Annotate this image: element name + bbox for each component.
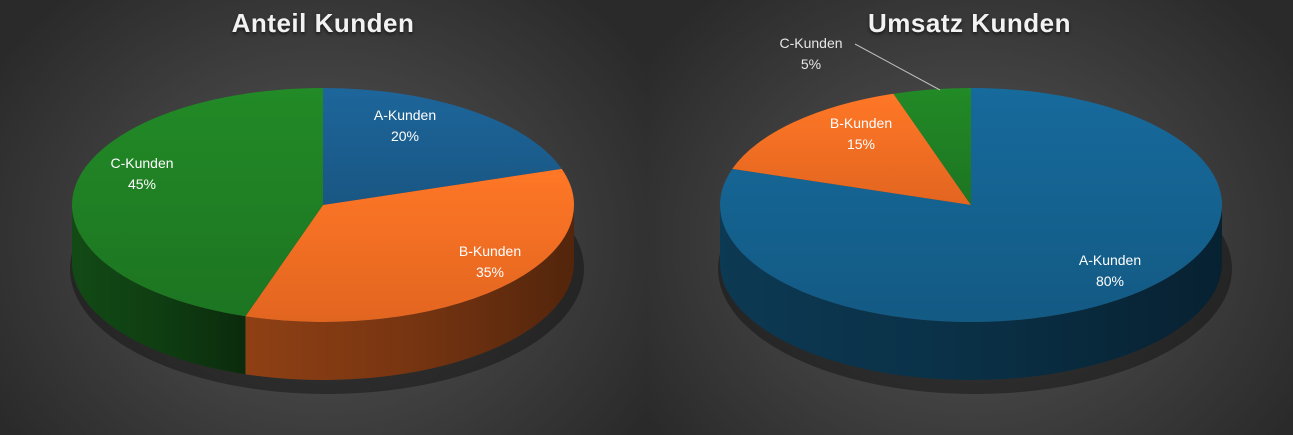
pie-slice-a-kunden	[323, 88, 562, 205]
pie-labels: A-Kunden 20% B-Kunden 35% C-Kunden 45%	[110, 107, 521, 280]
pie-side-b-kunden	[245, 205, 574, 380]
pie-slice-c-kunden	[893, 88, 971, 205]
slice-label-name: B-Kunden	[830, 115, 892, 131]
slice-label-value: 15%	[847, 136, 875, 152]
slice-label-name: C-Kunden	[779, 35, 842, 51]
slice-label-value: 80%	[1096, 273, 1124, 289]
pie-slice-b-kunden	[732, 93, 971, 205]
pie-slice-b-kunden	[245, 168, 575, 323]
pie-chart-anteil: Anteil Kunden A-Kunden 20% B-Kunden 35% C-Ku…	[0, 0, 646, 435]
pie-labels: A-Kunden 80% B-Kunden 15% C-Kunden 5%	[779, 35, 1141, 289]
slice-label-value: 5%	[801, 56, 821, 72]
slice-label-value: 35%	[476, 264, 504, 280]
label-leader-line	[854, 43, 941, 91]
pie-svg: A-Kunden 80% B-Kunden 15% C-Kunden 5%	[718, 35, 1232, 394]
pie-side-walls	[72, 205, 574, 380]
slice-label-name: B-Kunden	[459, 243, 521, 259]
pie-svg: A-Kunden 20% B-Kunden 35% C-Kunden 45%	[70, 88, 584, 394]
chart-title: Anteil Kunden	[231, 8, 415, 38]
pie-slice-c-kunden	[71, 88, 323, 317]
pie-slices	[720, 88, 1222, 322]
pie-side-walls	[720, 205, 1222, 380]
slice-label-name: C-Kunden	[110, 155, 173, 171]
slice-label-name: A-Kunden	[1079, 252, 1141, 268]
pie-side-c-kunden	[72, 205, 246, 375]
chart-title: Umsatz Kunden	[868, 8, 1071, 38]
pie-side-a-kunden	[720, 205, 1222, 380]
slice-label-value: 45%	[128, 176, 156, 192]
pie-slices	[71, 88, 575, 323]
slice-label-name: A-Kunden	[374, 107, 436, 123]
pie-chart-umsatz: Umsatz Kunden A-Kunden 80% B-Kunden 15% C-Ku…	[646, 0, 1293, 435]
slice-label-value: 20%	[391, 128, 419, 144]
